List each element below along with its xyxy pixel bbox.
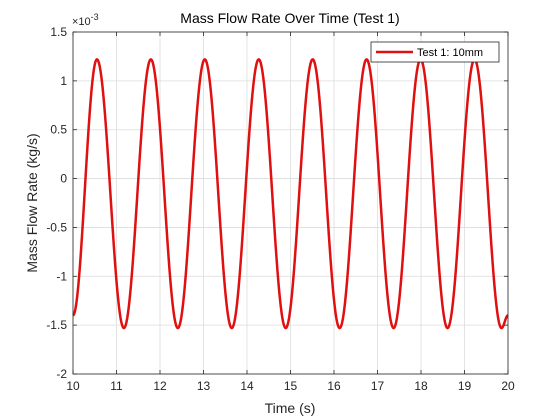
- y-tick-label: -0.5: [46, 220, 67, 234]
- y-exponent-label: ×10-3: [72, 12, 99, 28]
- y-exponent-base: ×10: [72, 16, 91, 28]
- y-ticks: -2 -1.5 -1 -0.5 0 0.5 1 1.5: [46, 25, 508, 381]
- x-tick-label: 16: [327, 379, 341, 393]
- series-line: [72, 58, 510, 330]
- x-tick-label: 11: [110, 379, 123, 393]
- y-tick-label: -1: [56, 269, 67, 283]
- x-tick-label: 12: [153, 379, 167, 393]
- y-axis-label: Mass Flow Rate (kg/s): [24, 133, 40, 272]
- y-tick-label: -1.5: [46, 318, 67, 332]
- plot-area: 10 11 12 13 14 15 16 17 18 19 20 -2-1.5-1-0.500.51…: [46, 25, 515, 393]
- legend-label: Test 1: 10mm: [417, 47, 483, 59]
- x-tick-label: 20: [501, 379, 515, 393]
- x-tick-label: 14: [240, 379, 254, 393]
- chart-title: Mass Flow Rate Over Time (Test 1): [180, 10, 399, 26]
- x-tick-label: 19: [458, 379, 472, 393]
- y-tick-label: 0: [60, 172, 67, 186]
- x-tick-label: 17: [371, 379, 385, 393]
- y-exponent-power: -3: [91, 12, 99, 22]
- x-tick-label: 15: [284, 379, 298, 393]
- y-tick-label: -2: [56, 367, 67, 381]
- y-tick-label: 1: [60, 74, 67, 88]
- x-tick-label: 18: [414, 379, 428, 393]
- series-layer: [72, 58, 510, 330]
- x-ticks: 10 11 12 13 14 15 16 17 18 19 20: [66, 32, 515, 393]
- legend-box: [370, 41, 500, 63]
- x-tick-label: 13: [197, 379, 211, 393]
- legend: Test 1: 10mm: [370, 41, 500, 63]
- y-tick-label: 0.5: [50, 123, 67, 137]
- y-tick-label: 1.5: [50, 25, 67, 39]
- x-axis-label: Time (s): [265, 400, 316, 416]
- x-tick-label: 10: [66, 379, 80, 393]
